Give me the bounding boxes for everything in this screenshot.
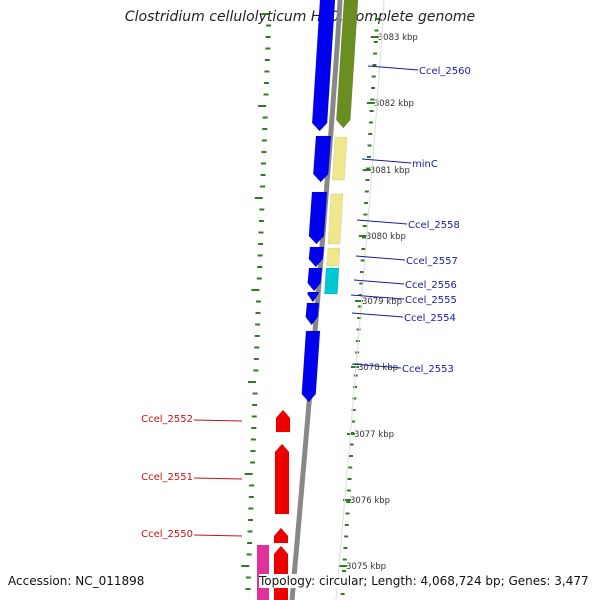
gene-labels: Ccel_2560 minC Ccel_2558 Ccel_2557 Ccel_2556… [141, 65, 471, 540]
outer-ring-line [335, 0, 385, 600]
gene-label: Ccel_2558 [408, 220, 460, 231]
gene-label-leader [367, 65, 419, 71]
olive-feature-block [336, 0, 359, 129]
forward-cds-arrow [305, 302, 320, 326]
gene-label-leader [355, 255, 406, 261]
khaki-feature-block [326, 247, 341, 267]
gene-label: Ccel_2552 [141, 414, 193, 425]
khaki-feature-block [332, 136, 348, 181]
forward-cds-arrow [307, 267, 323, 292]
scale-tick-label: 3080 kbp [366, 232, 406, 242]
gene-label: Ccel_2551 [141, 472, 193, 483]
reverse-cds-arrow [273, 527, 289, 544]
gene-label-leader [350, 294, 405, 300]
gene-label-leader [193, 419, 243, 422]
gene-label: Ccel_2555 [405, 295, 457, 306]
forward-cds-arrow [312, 135, 332, 183]
forward-cds-arrow [307, 291, 320, 303]
gene-label: Ccel_2556 [405, 280, 457, 291]
gene-label: Ccel_2557 [406, 256, 458, 267]
scale-tick-label: 3083 kbp [378, 33, 418, 43]
gene-label: Ccel_2553 [402, 364, 454, 375]
gene-label-leader [351, 363, 402, 369]
scale-tick-label: 3075 kbp [346, 562, 386, 572]
forward-cds-arrow [308, 246, 325, 268]
backbone-line [289, 0, 343, 600]
scale-tick-label: 3082 kbp [374, 99, 414, 109]
magenta-feature-block [257, 545, 269, 600]
genome-summary: Topology: circular; Length: 4,068,724 bp… [259, 574, 589, 588]
cyan-feature-block [324, 267, 340, 295]
gene-label-leader [353, 279, 405, 285]
scale-tick-label: 3081 kbp [370, 166, 410, 176]
accession-label: Accession: NC_011898 [8, 574, 145, 588]
gene-label-leader [351, 312, 404, 318]
backbone-arc [289, 0, 385, 600]
background-tick-marks [241, 13, 380, 595]
gene-label: Ccel_2560 [419, 66, 471, 77]
scale-tick-label: 3079 kbp [362, 297, 402, 307]
reverse-cds-arrow [273, 545, 289, 600]
gene-label-leader [193, 534, 243, 537]
gene-label-leader [361, 158, 412, 164]
scale-tick-label: 3076 kbp [350, 496, 390, 506]
forward-cds-arrow [311, 0, 336, 132]
scale-ticks: 3083 kbp 3082 kbp 3081 kbp 3080 kbp 3079 kbp… [339, 33, 418, 572]
reverse-cds-arrow [274, 443, 290, 515]
gene-label-leader [356, 219, 408, 225]
gene-label: Ccel_2550 [141, 529, 193, 540]
gene-label: minC [412, 159, 438, 170]
forward-cds-arrow [301, 330, 321, 403]
khaki-feature-block [327, 193, 344, 245]
gene-label-leader [193, 477, 243, 480]
reverse-cds-arrow [275, 409, 291, 433]
map-title: Clostridium cellulolyticum H10, complete… [124, 9, 476, 25]
forward-strand-features [301, 0, 359, 403]
scale-tick-label: 3078 kbp [358, 363, 398, 373]
reverse-strand-features [257, 409, 291, 600]
forward-cds-arrow [308, 191, 328, 245]
gene-label: Ccel_2554 [404, 313, 456, 324]
scale-tick-label: 3077 kbp [354, 430, 394, 440]
